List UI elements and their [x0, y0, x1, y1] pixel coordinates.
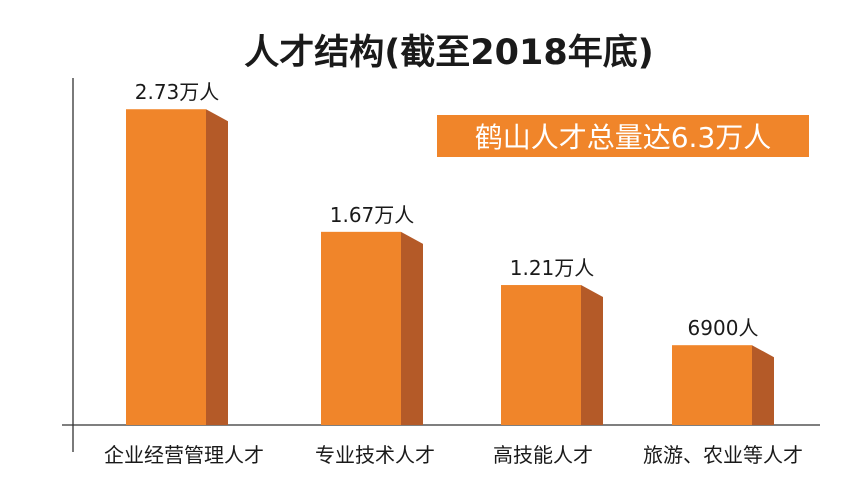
bar-side — [581, 285, 603, 425]
data-label: 6900人 — [688, 316, 759, 340]
summary-badge: 鹤山人才总量达6.3万人 — [437, 115, 809, 157]
x-tick-label: 高技能人才 — [493, 443, 593, 467]
bar — [501, 285, 581, 425]
x-tick-label: 旅游、农业等人才 — [643, 443, 803, 467]
chart-title: 人才结构(截至2018年底) — [244, 33, 653, 73]
summary-badge-bg — [437, 115, 809, 157]
bar-side — [752, 345, 774, 425]
bars-layer — [126, 109, 774, 425]
bar — [672, 345, 752, 425]
bar-side — [206, 109, 228, 425]
x-tick-label: 专业技术人才 — [315, 443, 435, 467]
bar-side — [401, 231, 423, 425]
data-label: 2.73万人 — [135, 80, 220, 104]
summary-badge-text: 鹤山人才总量达6.3万人 — [475, 121, 772, 154]
bar — [126, 109, 206, 425]
data-label: 1.21万人 — [510, 256, 595, 280]
x-tick-label: 企业经营管理人才 — [104, 443, 264, 467]
bar — [321, 231, 401, 425]
data-label: 1.67万人 — [330, 203, 415, 227]
